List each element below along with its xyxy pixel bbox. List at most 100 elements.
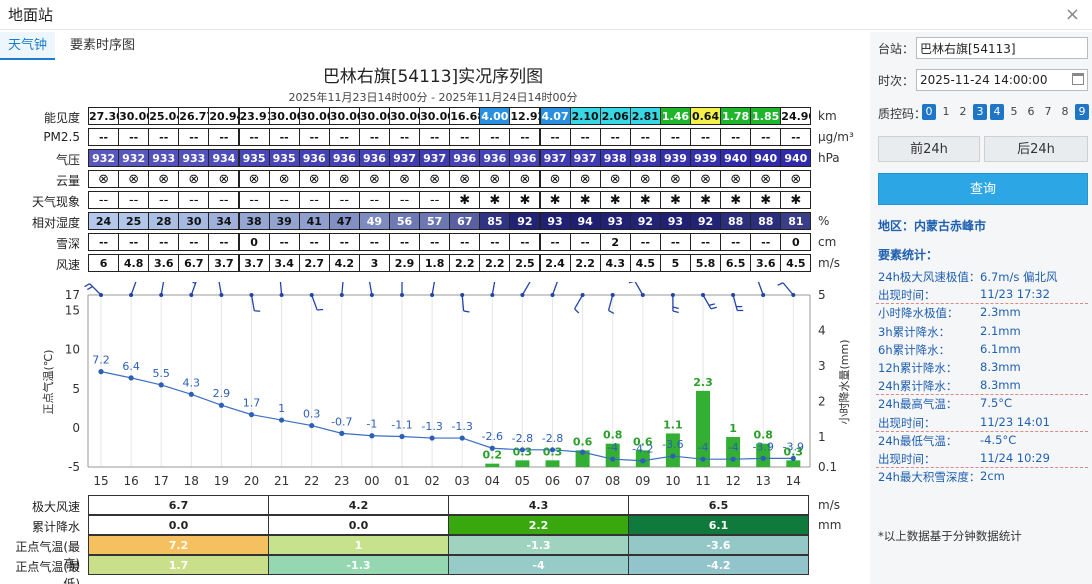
qc-code-toggle[interactable]: 1 [942,105,950,118]
wind-barb [89,283,102,296]
precip-label: 2.3 [693,376,713,389]
table-cell: -- [358,233,390,251]
stat-value: 8.3mm [980,378,1021,393]
qc-code-toggle[interactable]: 6 [1027,105,1035,118]
table-cell: 30 [178,212,210,230]
qc-code-toggle[interactable]: 9 [1075,104,1089,120]
stat-key: 24h最低气温： [878,433,958,448]
x-tick-label: 09 [635,474,650,488]
temperature-label: 7.2 [92,354,110,367]
precip-label: 0.8 [753,429,773,442]
table-cell: -- [479,128,511,146]
table-cell: 5.8 [690,254,722,272]
tab-element-timeseries[interactable]: 要素时序图 [70,38,136,53]
qc-code-toggle[interactable]: 5 [1010,105,1018,118]
table-cell: -- [148,233,180,251]
stat-key: 3h累计降水： [878,324,951,339]
time-input[interactable] [916,69,1088,91]
table-cell: -- [629,128,661,146]
stat-value: 6.7m/s 偏北风 [980,270,1058,284]
prev-24h-button[interactable]: 前24h [878,136,980,162]
next-24h-button[interactable]: 后24h [984,136,1088,162]
precip-label: 0.6 [633,435,653,448]
summary-cell: 1 [268,535,449,555]
wind-barb-base [761,293,766,297]
temperature-point [128,375,134,381]
table-cell: 2.9 [389,254,421,272]
table-cell: ⊗ [449,170,481,188]
qc-code-toggle[interactable]: 7 [1044,105,1052,118]
temperature-point [429,435,435,441]
table-cell: 30.00 [328,107,360,125]
wind-barb-base [339,293,344,297]
table-cell: -- [358,128,390,146]
qc-code-toggle[interactable]: 4 [990,104,1004,120]
x-tick-label: 20 [244,474,259,488]
y-tick-label: 17 [65,288,80,302]
row-label: 天气现象 [31,195,80,209]
stat-key: 24h最大积雪深度： [878,470,981,485]
table-cell: 934 [208,149,240,167]
y-tick-label: -5 [68,460,80,474]
x-tick-label: 16 [123,474,138,488]
wind-barb-feather [84,283,91,288]
summary-row-label: 正点气温(最低) [15,560,80,584]
stat-key: 24h极大风速极值： [878,270,981,284]
stat-key: 小时降水极值： [878,306,959,321]
row-label: 能见度 [43,111,80,125]
wind-barb-base [430,293,435,297]
temperature-point [760,455,766,461]
close-icon[interactable]: × [1064,4,1080,25]
table-cell: -- [208,191,240,209]
wind-barb [130,282,137,296]
row-unit: cm [818,235,837,249]
table-cell: 88 [750,212,782,230]
summary-cell: 6.1 [628,515,809,535]
temperature-point [98,369,104,375]
row-label: 云量 [55,174,80,188]
precip-label: 1.1 [663,418,683,431]
table-cell: 937 [569,149,601,167]
wind-barb-feather [463,310,470,313]
table-cell: 94 [569,212,601,230]
wind-barb-feather [86,285,93,291]
temperature-label: -4.2 [632,443,653,456]
wind-barb-base [249,293,254,297]
table-cell: 2.2 [479,254,511,272]
table-cell: 4.07 [539,107,571,125]
x-tick-label: 14 [786,474,801,488]
summary-cell: 4.2 [268,495,449,515]
x-tick-label: 06 [545,474,560,488]
table-cell: -- [690,128,722,146]
table-cell: 30.00 [389,107,421,125]
qc-code-toggle[interactable]: 2 [959,105,967,118]
table-cell: 3.4 [268,254,300,272]
temperature-label: -4 [698,441,709,454]
station-input[interactable] [916,37,1088,59]
wind-barb [521,282,531,296]
query-button[interactable]: 查询 [878,173,1088,205]
table-cell: 937 [419,149,451,167]
y2-tick-label: 4 [818,324,826,338]
qc-code-toggle[interactable]: 0 [922,104,936,120]
table-cell: 938 [629,149,661,167]
precip-bar [605,443,620,467]
temperature-label: 4.3 [183,376,201,389]
calendar-icon[interactable] [1072,73,1084,85]
temperature-precip-chart: 17151050-50.112345正点气温(℃)小时降水量(mm)0.20.3… [41,282,851,488]
table-cell: ⊗ [208,170,240,188]
y2-tick-label: 3 [818,359,826,373]
table-cell: -- [419,233,451,251]
table-cell: 3 [358,254,390,272]
table-cell: ⊗ [178,170,210,188]
stat-value: 2.3mm [980,305,1021,320]
table-cell: -- [389,233,421,251]
summary-cell: 7.2 [88,535,269,555]
summary-unit: mm [818,518,842,532]
stat-value: 11/24 10:29 [980,451,1050,465]
tab-weather-clock[interactable]: 天气钟 [0,32,56,60]
temperature-point [339,430,345,436]
qc-code-toggle[interactable]: 3 [973,104,987,120]
qc-code-toggle[interactable]: 8 [1061,105,1069,118]
temperature-point [730,456,736,462]
